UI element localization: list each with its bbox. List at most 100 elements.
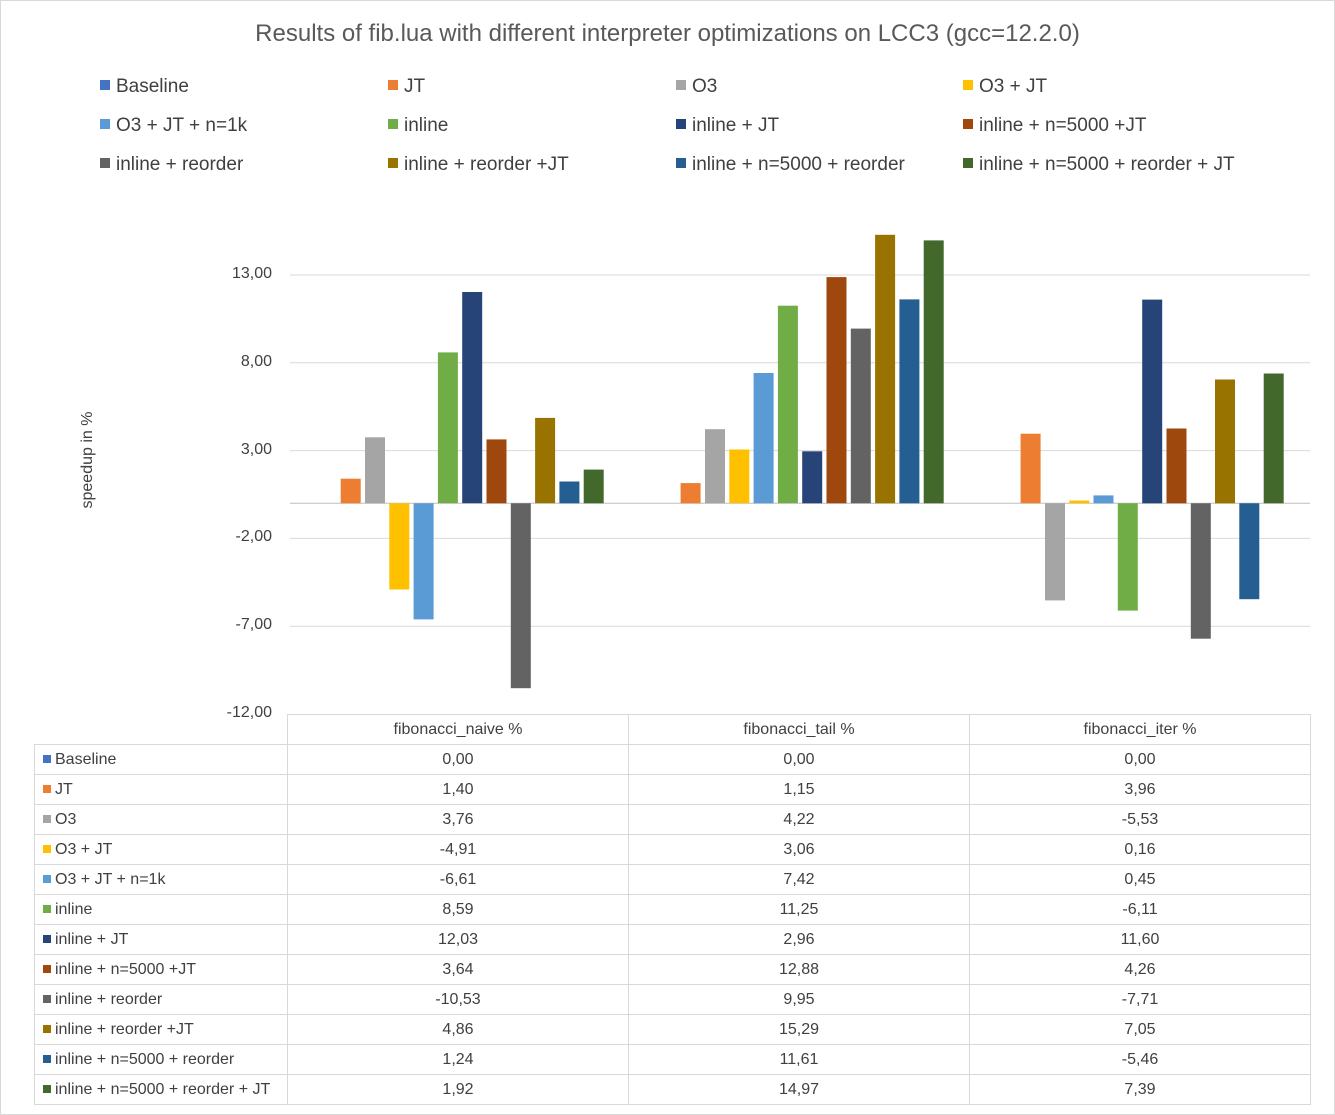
bar [802,451,823,504]
bar [1045,503,1065,601]
table-cell: 3,06 [628,834,970,865]
table-cell: 4,22 [628,804,970,835]
table-row-label: inline + reorder +JT [34,1014,288,1045]
y-tick-label: -2,00 [235,528,272,546]
legend-swatch [676,80,686,90]
table-row: inline + JT 12,03 2,96 11,60 [34,924,1311,955]
table-cell: 4,86 [287,1014,629,1045]
legend-item: O3 [676,76,717,98]
table-cell: 1,40 [287,774,629,805]
series-name: O3 [55,810,77,828]
bar [510,503,531,689]
table-header-tail: fibonacci_tail % [628,714,970,745]
bar [486,439,507,504]
table-body: Baseline 0,00 0,00 0,00 JT 1,40 1,15 3,96 O3 3,76… [34,744,1311,1105]
table-row-label: inline + n=5000 +JT [34,954,288,985]
legend-item: inline + n=5000 +JT [963,115,1146,137]
table-cell: 1,92 [287,1074,629,1105]
series-name: inline + n=5000 +JT [55,960,196,978]
bar [437,352,458,504]
table-cell: 7,05 [969,1014,1311,1045]
bar [705,429,725,504]
table-cell: -5,46 [969,1044,1311,1075]
legend-item: inline [388,115,448,137]
series-name: inline + JT [55,930,129,948]
bar [680,483,701,504]
bar [1142,299,1163,504]
legend-swatch [676,119,686,129]
table-cell: 15,29 [628,1014,970,1045]
legend-label: inline + reorder [116,154,244,175]
legend-item: inline + reorder +JT [388,154,569,176]
table-row: inline + n=5000 + reorder + JT 1,92 14,97 7… [34,1074,1311,1105]
bar [1263,373,1284,504]
legend-item: O3 + JT [963,76,1047,98]
table-swatch [43,754,51,763]
legend-label: O3 + JT [979,76,1048,97]
table-cell: 7,39 [969,1074,1311,1105]
legend-item: Baseline [100,76,189,98]
table-row: Baseline 0,00 0,00 0,00 [34,744,1311,775]
legend-swatch [388,119,398,129]
table-swatch [43,1024,51,1033]
table-swatch [43,814,51,823]
table-cell: 0,16 [969,834,1311,865]
table-cell: -6,61 [287,864,629,895]
table-row-label: inline + reorder [34,984,288,1015]
y-tick-label: 3,00 [240,440,272,458]
legend-label: inline + n=5000 + reorder + JT [979,154,1235,175]
series-name: O3 + JT + n=1k [55,870,166,888]
table-cell: 14,97 [628,1074,970,1105]
legend-label: Baseline [116,76,189,97]
table-row-label: O3 + JT [34,834,288,865]
table-swatch [43,784,51,793]
table-cell: 11,60 [969,924,1311,955]
table-header-row: fibonacci_naive % fibonacci_tail % fibon… [34,714,1311,745]
table-swatch [43,1084,51,1093]
bar [462,292,483,504]
legend-label: inline [404,115,449,136]
table-swatch [43,1054,51,1063]
legend-item: O3 + JT + n=1k [100,115,247,137]
bar [1190,503,1211,639]
legend-swatch [100,80,110,90]
series-name: inline + reorder [55,990,163,1008]
bar [826,277,847,504]
table-cell: 3,64 [287,954,629,985]
bar [753,373,774,504]
legend-label: inline + n=5000 +JT [979,115,1147,136]
legend-item: JT [388,76,425,98]
table-cell: 4,26 [969,954,1311,985]
table-cell: -6,11 [969,894,1311,925]
table-row-label: inline + n=5000 + reorder [34,1044,288,1075]
series-name: inline [55,900,93,918]
bar [1239,503,1260,600]
table-cell: 11,25 [628,894,970,925]
y-tick-label: -7,00 [235,616,272,634]
legend-swatch [388,80,398,90]
table-cell: 12,03 [287,924,629,955]
legend-swatch [388,158,398,168]
table-row-label: O3 [34,804,288,835]
legend-swatch [963,119,973,129]
legend-swatch [676,158,686,168]
series-name: inline + n=5000 + reorder + JT [55,1080,271,1098]
legend-swatch [963,80,973,90]
bar [365,437,385,504]
data-table: fibonacci_naive % fibonacci_tail % fibon… [34,714,1311,1105]
table-row: O3 + JT -4,91 3,06 0,16 [34,834,1311,865]
bar [340,478,361,504]
table-cell: 0,00 [969,744,1311,775]
legend-label: inline + n=5000 + reorder [692,154,905,175]
table-row: O3 3,76 4,22 -5,53 [34,804,1311,835]
bar [1166,428,1187,504]
bar [1117,503,1138,611]
table-row-label: inline + JT [34,924,288,955]
table-cell: -10,53 [287,984,629,1015]
legend-item: inline + JT [676,115,779,137]
legend-swatch [100,119,110,129]
table-cell: -5,53 [969,804,1311,835]
table-cell: 8,59 [287,894,629,925]
plot-area [290,234,1310,689]
table-cell: 3,96 [969,774,1311,805]
